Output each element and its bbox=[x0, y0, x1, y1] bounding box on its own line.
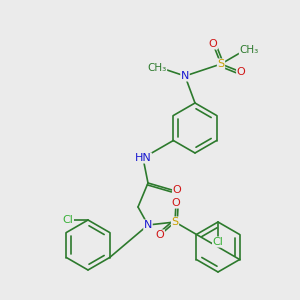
Text: O: O bbox=[208, 39, 217, 49]
Text: Cl: Cl bbox=[63, 215, 74, 225]
Text: HN: HN bbox=[135, 153, 152, 163]
Text: N: N bbox=[144, 220, 152, 230]
Text: CH₃: CH₃ bbox=[239, 45, 259, 55]
Text: N: N bbox=[181, 71, 189, 81]
Text: O: O bbox=[172, 198, 180, 208]
Text: O: O bbox=[172, 185, 182, 195]
Text: Cl: Cl bbox=[213, 237, 224, 247]
Text: O: O bbox=[237, 67, 245, 77]
Text: CH₃: CH₃ bbox=[147, 63, 167, 73]
Text: O: O bbox=[156, 230, 164, 240]
Text: S: S bbox=[171, 217, 178, 227]
Text: S: S bbox=[218, 59, 225, 69]
